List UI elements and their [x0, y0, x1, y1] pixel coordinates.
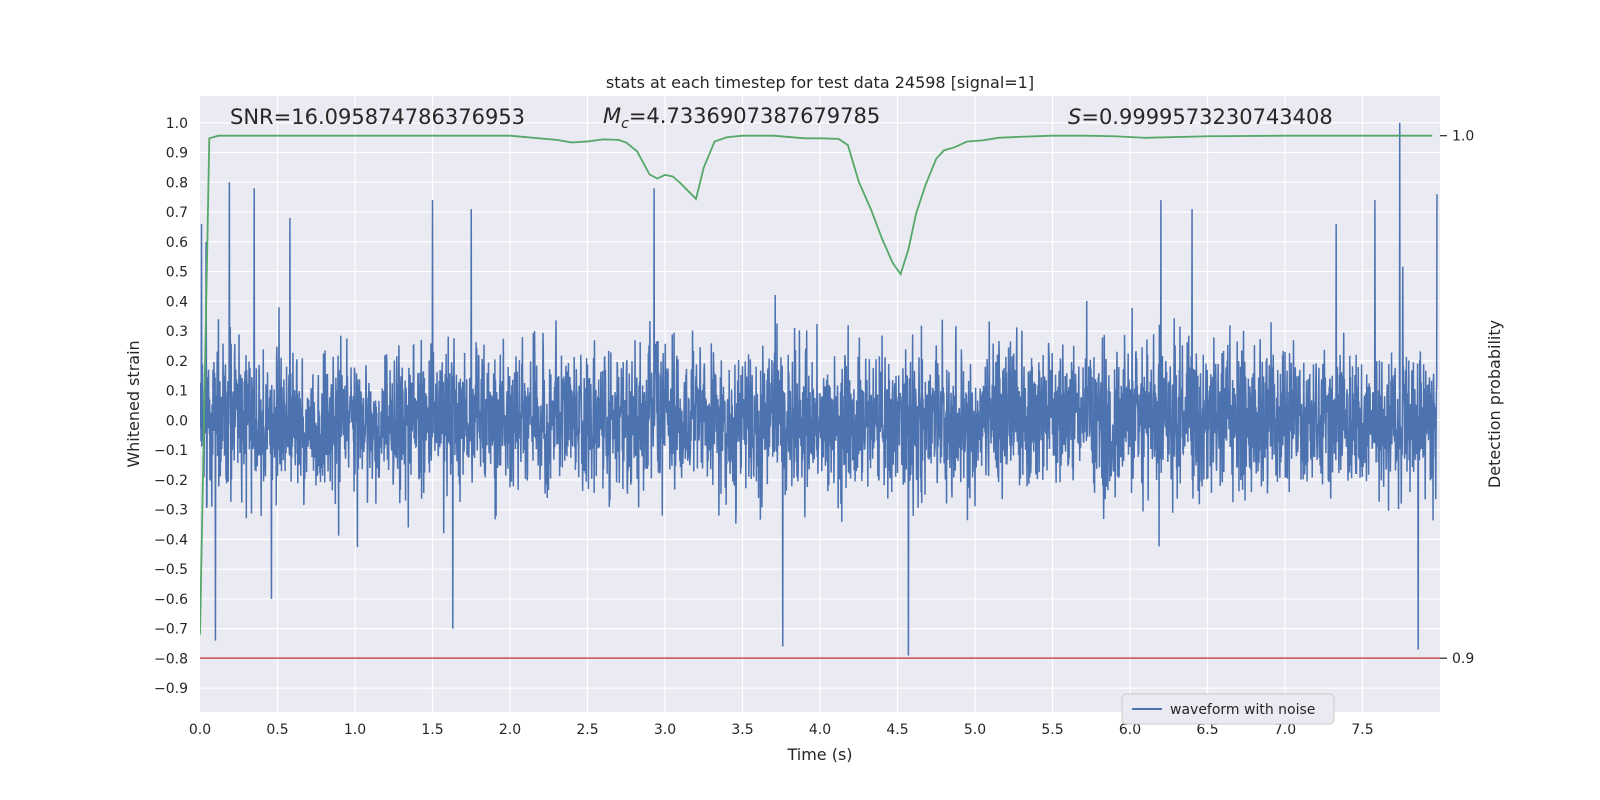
snr-statistic-annotation: S=0.9999573230743408	[1068, 105, 1333, 129]
y-tick-label: −0.7	[154, 622, 188, 638]
plot-area	[200, 122, 1440, 659]
y-tick-label: 0.3	[166, 324, 188, 340]
x-tick-label: 3.0	[654, 722, 676, 738]
y-tick-label: 0.4	[166, 294, 188, 310]
y-tick-label: 0.8	[166, 175, 188, 191]
y-tick-label: 0.1	[166, 384, 188, 400]
legend-box	[1121, 693, 1335, 725]
x-tick-label: 0.0	[189, 722, 211, 738]
x-axis-ticks: 0.0 0.5 1.0 1.5 2.0 2.5 3.0 3.5 4.0 4.5 5.0 5.5 6.0 6…	[189, 722, 1374, 738]
y-tick-label: 0.2	[166, 354, 188, 370]
x-tick-label: 2.0	[499, 722, 521, 738]
x-tick-label: 3.5	[731, 722, 753, 738]
x-tick-label: 7.5	[1351, 722, 1373, 738]
y-tick-label: −0.9	[154, 681, 188, 697]
x-tick-label: 4.5	[886, 722, 908, 738]
y-axis-ticks: 1.0 0.9 0.8 0.7 0.6 0.5 0.4 0.3 0.2 0.1 0.0 −0.1 −0.…	[154, 116, 188, 697]
x-tick-label: 6.0	[1119, 722, 1141, 738]
y-tick-label: −0.6	[154, 592, 188, 608]
waveform-with-noise-line	[200, 122, 1438, 656]
x-tick-label: 4.0	[809, 722, 831, 738]
x-tick-label: 2.5	[576, 722, 598, 738]
x-tick-label: 1.5	[421, 722, 443, 738]
y-tick-label: −0.1	[154, 443, 188, 459]
y2-axis-ticks: 1.0 0.9	[1440, 129, 1474, 667]
x-tick-label: 5.5	[1041, 722, 1063, 738]
y-tick-label: 0.5	[166, 265, 188, 281]
chart-title: stats at each timestep for test data 245…	[606, 73, 1034, 92]
y-tick-label: −0.3	[154, 503, 188, 519]
x-tick-label: 5.0	[964, 722, 986, 738]
y2-tick-label: 1.0	[1452, 129, 1474, 145]
y-tick-label: −0.2	[154, 473, 188, 489]
y-tick-label: −0.5	[154, 562, 188, 578]
snr-annotation: SNR=16.095874786376953	[230, 105, 525, 129]
y-tick-label: 1.0	[166, 116, 188, 132]
y-tick-label: −0.8	[154, 651, 188, 667]
x-tick-label: 6.5	[1196, 722, 1218, 738]
y-tick-label: 0.0	[166, 413, 188, 429]
x-tick-label: 0.5	[266, 722, 288, 738]
legend: waveform with noise	[1121, 693, 1335, 725]
x-axis-label: Time (s)	[786, 745, 852, 764]
y-tick-label: 0.9	[166, 146, 188, 162]
y2-tick-label: 0.9	[1452, 651, 1474, 667]
y-tick-label: −0.4	[154, 532, 188, 548]
y-tick-label: 0.7	[166, 205, 188, 221]
legend-label-waveform: waveform with noise	[1170, 702, 1315, 718]
detection-probability-line	[200, 134, 1433, 635]
y2-axis-label: Detection probability	[1485, 320, 1504, 488]
y-tick-label: 0.6	[166, 235, 188, 251]
x-tick-label: 7.0	[1274, 722, 1296, 738]
x-tick-label: 1.0	[344, 722, 366, 738]
y-axis-label: Whitened strain	[124, 340, 143, 467]
chirp-mass-annotation: Mc=4.7336907387679785	[603, 104, 880, 132]
